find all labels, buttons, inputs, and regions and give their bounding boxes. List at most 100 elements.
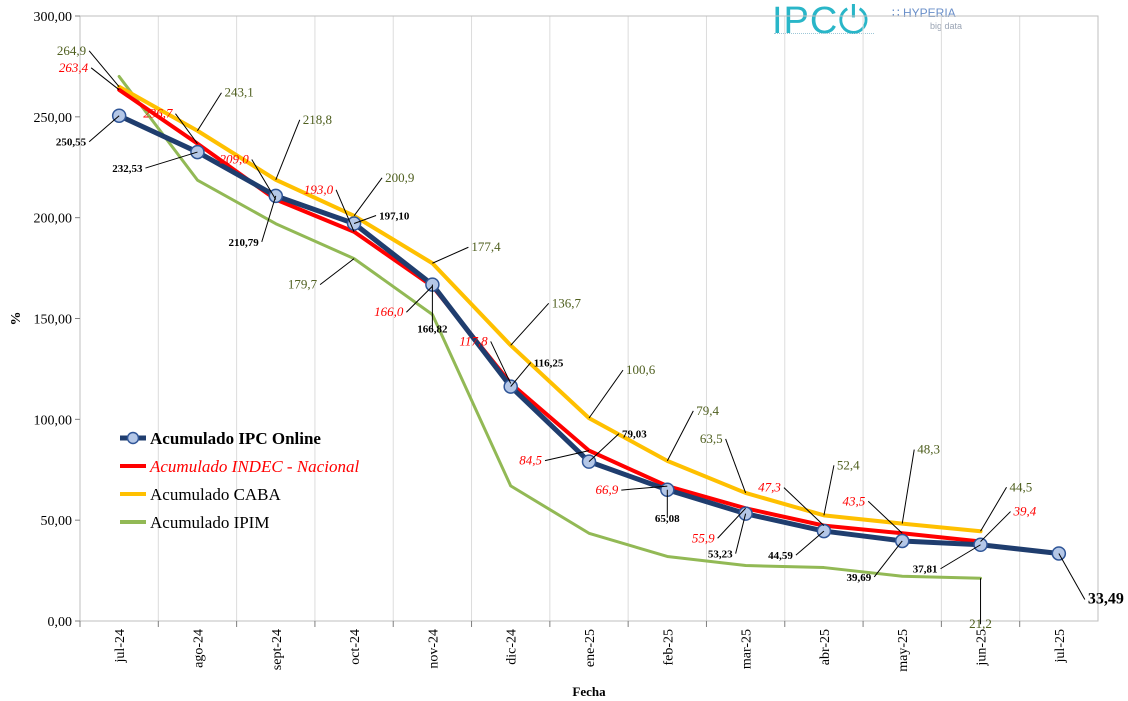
legend-label-2: Acumulado CABA: [150, 485, 282, 504]
data-label: 166,0: [374, 304, 404, 319]
data-label: 264,9: [57, 43, 86, 58]
y-tick-label: 250,00: [34, 111, 73, 126]
leader-line: [197, 92, 222, 132]
x-tick-label: may-25: [896, 629, 911, 672]
data-label: 136,7: [552, 295, 582, 310]
data-label: 209,0: [220, 152, 250, 167]
legend-marker: [126, 431, 140, 445]
leader-line: [735, 513, 747, 554]
leader-line: [621, 485, 668, 491]
hyperia-grid-icon: ∷: [892, 6, 900, 20]
leader-line: [88, 50, 120, 88]
data-label: 66,9: [596, 482, 619, 497]
data-label: 218,8: [303, 112, 332, 127]
x-tick-label: ene-25: [583, 629, 598, 667]
series-line-3: [117, 75, 983, 580]
data-label: 65,08: [655, 513, 680, 525]
leader-line: [353, 215, 377, 224]
data-label: 100,6: [626, 362, 656, 377]
hyperia-logo-subtitle: big data: [930, 21, 963, 31]
y-tick-label: 200,00: [34, 212, 73, 227]
x-tick-label: oct-24: [348, 629, 363, 665]
data-label: 200,9: [385, 170, 414, 185]
legend: Acumulado IPC Online Acumulado INDEC - Na…: [120, 429, 359, 532]
y-axis-title: %: [9, 312, 24, 326]
data-label: 21,2: [969, 616, 992, 631]
data-label: 44,5: [1010, 479, 1033, 494]
x-tick-label: jun-25: [975, 629, 990, 667]
leader-line: [544, 450, 590, 462]
data-label: 243,1: [224, 85, 253, 100]
leader-line: [406, 285, 433, 313]
data-label: 166,82: [417, 324, 448, 336]
data-label: 84,5: [519, 453, 542, 468]
legend-label-3: Acumulado IPIM: [150, 513, 269, 532]
x-tick-label: mar-25: [740, 629, 755, 669]
leader-line: [175, 113, 198, 144]
ipc-logo-text: IPC: [772, 0, 839, 42]
x-tick-label: nov-24: [426, 629, 441, 669]
x-tick-label: dic-24: [505, 629, 520, 665]
leader-line: [940, 544, 981, 570]
x-tick-label: abr-25: [818, 629, 833, 665]
leader-line: [795, 530, 825, 556]
x-tick-label: sept-24: [270, 629, 285, 670]
leader-line: [261, 195, 277, 243]
leader-line: [717, 507, 746, 539]
leader-line: [725, 438, 747, 494]
leader-line: [251, 159, 277, 200]
x-tick-label: jul-25: [1053, 629, 1068, 663]
x-tick-label: feb-25: [661, 629, 676, 666]
leader-line: [588, 433, 620, 462]
leader-line: [353, 177, 383, 217]
leader-line: [1058, 553, 1086, 600]
leader-line: [432, 246, 469, 264]
leader-line: [145, 151, 198, 169]
leader-line: [319, 258, 355, 286]
data-label: 52,4: [837, 457, 860, 472]
leader-line: [901, 449, 915, 524]
y-tick-label: 150,00: [34, 313, 73, 328]
data-label: 197,10: [379, 211, 410, 223]
data-label: 63,5: [700, 431, 723, 446]
axes: 0,00 50,00 100,00 150,00 200,00 250,00 300,00 j…: [9, 10, 1099, 699]
data-label: 117,8: [459, 333, 488, 348]
data-label: 232,53: [112, 163, 143, 175]
data-label: 43,5: [842, 493, 865, 508]
leader-line: [783, 487, 825, 526]
data-label: 236,7: [143, 106, 173, 121]
data-label: 39,4: [1013, 504, 1037, 519]
leader-line: [335, 189, 355, 232]
x-tick-label: ago-24: [191, 629, 206, 668]
leader-line: [873, 540, 903, 578]
leader-line: [980, 487, 1007, 532]
data-label: 48,3: [917, 442, 940, 457]
data-label: 79,03: [622, 429, 647, 441]
ipc-logo-underline: [774, 33, 874, 37]
y-tick-label: 300,00: [34, 10, 73, 25]
leader-line: [510, 362, 532, 387]
data-label: 250,55: [56, 137, 87, 149]
data-label: 193,0: [304, 182, 334, 197]
data-label: 37,81: [913, 564, 938, 576]
data-label: 39,69: [846, 572, 871, 584]
leader-line: [510, 302, 550, 346]
leader-line: [666, 410, 694, 462]
leader-line: [275, 119, 301, 180]
data-label: 79,4: [696, 403, 719, 418]
data-label: 179,7: [288, 277, 318, 292]
data-label: 177,4: [471, 239, 501, 254]
legend-label-1: Acumulado INDEC - Nacional: [149, 457, 359, 476]
legend-label-0: Acumulado IPC Online: [150, 429, 321, 448]
data-label: 33,49: [1088, 590, 1124, 607]
leader-line: [588, 369, 624, 419]
y-tick-label: 100,00: [34, 413, 73, 428]
y-tick-label: 50,00: [41, 514, 73, 529]
data-label: 263,4: [59, 60, 89, 75]
data-label: 47,3: [758, 480, 781, 495]
data-labels: 264,9 243,1 218,8 200,9 177,4 136,7 100,6 79,4 6…: [56, 43, 1124, 631]
leader-line: [90, 67, 120, 91]
data-label: 116,25: [534, 358, 564, 370]
x-tick-label: jul-24: [113, 629, 128, 663]
